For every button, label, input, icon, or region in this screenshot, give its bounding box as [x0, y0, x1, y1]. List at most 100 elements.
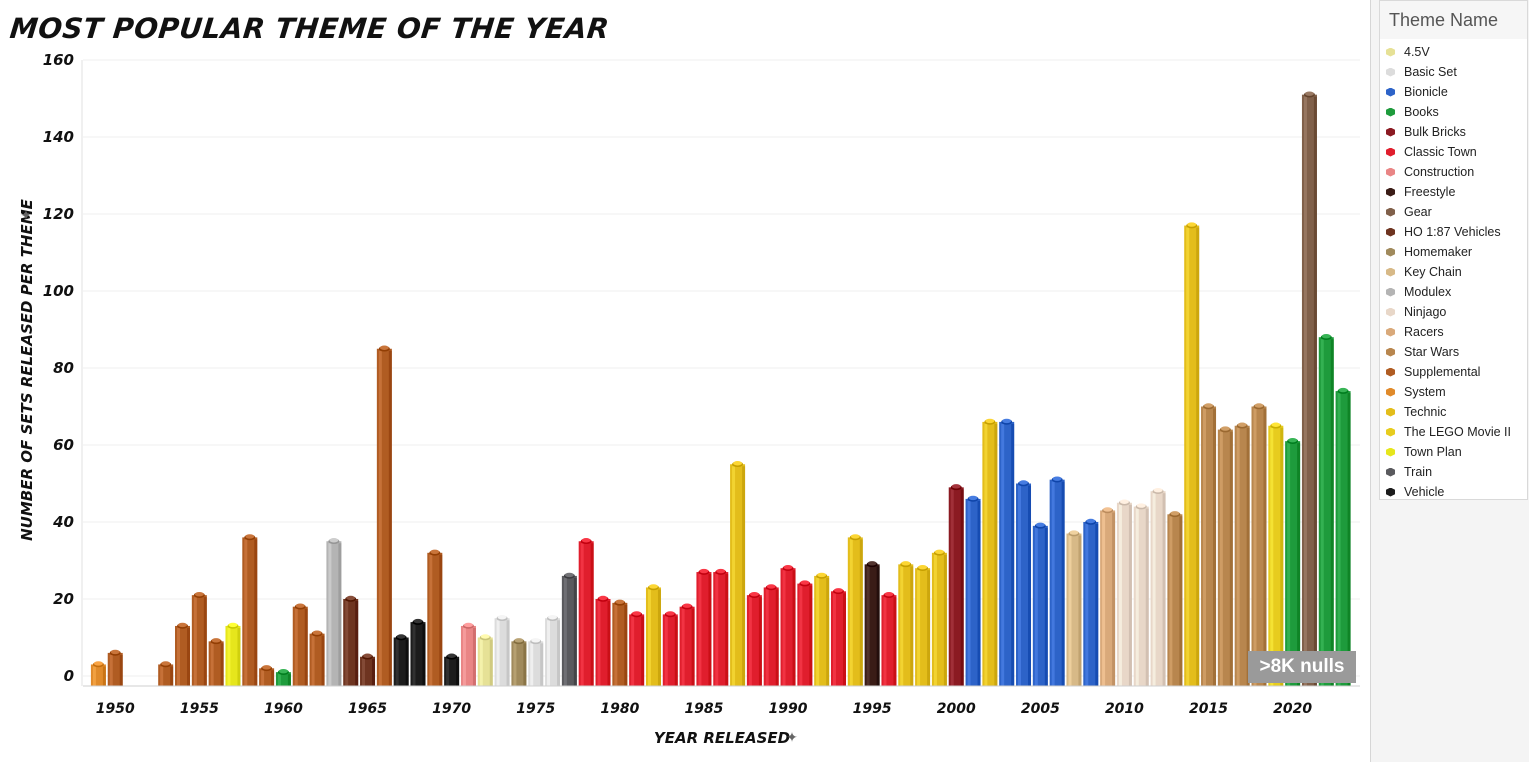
legend-item[interactable]: Ninjago [1380, 302, 1527, 322]
legend-item[interactable]: Key Chain [1380, 262, 1527, 282]
legend-item[interactable]: Train [1380, 462, 1527, 482]
bar-2018[interactable] [1251, 403, 1267, 686]
legend-item[interactable]: Vehicle [1380, 482, 1527, 502]
bar-1991[interactable] [797, 580, 813, 686]
bar-1981[interactable] [629, 611, 645, 686]
legend-item[interactable]: Racers [1380, 322, 1527, 342]
legend-item[interactable]: Technic [1380, 402, 1527, 422]
bar-2015[interactable] [1201, 403, 1217, 686]
legend-item[interactable]: Modulex [1380, 282, 1527, 302]
bar-2013[interactable] [1167, 511, 1183, 686]
legend-item[interactable]: Gear [1380, 202, 1527, 222]
bar-1974[interactable] [511, 638, 527, 686]
y-axis-pin-icon[interactable]: ✦ [20, 208, 32, 224]
bar-1962[interactable] [309, 630, 325, 686]
bar-1963[interactable] [326, 538, 342, 686]
bar-1956[interactable] [208, 638, 224, 686]
bar-1972[interactable] [477, 634, 493, 686]
bar-2019[interactable] [1268, 422, 1284, 686]
bar-1964[interactable] [343, 595, 359, 686]
bar-1959[interactable] [259, 665, 275, 686]
legend-item[interactable]: HO 1:87 Vehicles [1380, 222, 1527, 242]
bar-2022[interactable] [1318, 334, 1334, 686]
bar-1984[interactable] [679, 603, 695, 687]
bar-1953[interactable] [158, 661, 174, 686]
bar-2012[interactable] [1150, 488, 1166, 686]
nulls-indicator-badge[interactable]: >8K nulls [1248, 651, 1356, 683]
bar-1994[interactable] [847, 534, 863, 686]
legend-item[interactable]: Books [1380, 102, 1527, 122]
legend-item-label: Star Wars [1404, 345, 1460, 359]
bar-1968[interactable] [410, 618, 426, 686]
legend-item[interactable]: Construction [1380, 162, 1527, 182]
bar-1954[interactable] [175, 622, 191, 686]
bar-1971[interactable] [460, 622, 476, 686]
bar-2004[interactable] [1016, 480, 1032, 686]
bar-1986[interactable] [713, 568, 729, 686]
bar-2020[interactable] [1285, 437, 1301, 686]
bar-1958[interactable] [242, 534, 258, 686]
bar-1949[interactable] [90, 661, 106, 686]
bar-1955[interactable] [191, 591, 207, 686]
bar-1982[interactable] [645, 584, 661, 686]
bar-1950[interactable] [107, 649, 123, 686]
bar-1978[interactable] [578, 538, 594, 686]
bar-2023[interactable] [1335, 387, 1351, 686]
legend-item[interactable]: Homemaker [1380, 242, 1527, 262]
bar-1988[interactable] [746, 591, 762, 686]
bar-2021[interactable] [1301, 91, 1317, 686]
legend-item[interactable]: Town Plan [1380, 442, 1527, 462]
x-axis-pin-icon[interactable]: ✦ [786, 730, 798, 746]
bar-1995[interactable] [864, 561, 880, 686]
legend-item[interactable]: Star Wars [1380, 342, 1527, 362]
bar-1996[interactable] [881, 591, 897, 686]
legend-item[interactable]: The LEGO Movie II [1380, 422, 1527, 442]
bar-1990[interactable] [780, 565, 796, 686]
bar-1957[interactable] [225, 622, 241, 686]
legend-item[interactable]: System [1380, 382, 1527, 402]
legend-item[interactable]: Classic Town [1380, 142, 1527, 162]
legend-item[interactable]: Basic Set [1380, 62, 1527, 82]
bar-1976[interactable] [545, 615, 561, 686]
bar-2017[interactable] [1234, 422, 1250, 686]
legend-item[interactable]: Freestyle [1380, 182, 1527, 202]
legend-item[interactable]: 4.5V [1380, 42, 1527, 62]
bar-1997[interactable] [898, 561, 914, 686]
bar-2000[interactable] [948, 484, 964, 686]
bar-2014[interactable] [1184, 222, 1200, 687]
bar-1970[interactable] [444, 653, 460, 686]
bar-2003[interactable] [999, 418, 1015, 686]
bar-1961[interactable] [292, 603, 308, 687]
bar-1992[interactable] [814, 572, 830, 686]
bar-1983[interactable] [662, 611, 678, 686]
bar-2016[interactable] [1217, 426, 1233, 686]
bar-1965[interactable] [360, 653, 376, 686]
legend-item[interactable]: Bionicle [1380, 82, 1527, 102]
bar-2010[interactable] [1116, 499, 1132, 686]
bar-1977[interactable] [561, 572, 577, 686]
bar-2009[interactable] [1100, 507, 1116, 686]
bar-2005[interactable] [1032, 522, 1048, 686]
bar-2008[interactable] [1083, 518, 1099, 686]
bar-1993[interactable] [830, 588, 846, 686]
bar-2002[interactable] [982, 418, 998, 686]
bar-1998[interactable] [915, 565, 931, 686]
bar-1966[interactable] [376, 345, 392, 686]
bar-2001[interactable] [965, 495, 981, 686]
bar-1969[interactable] [427, 549, 443, 686]
legend-item[interactable]: Supplemental [1380, 362, 1527, 382]
legend-item[interactable]: Bulk Bricks [1380, 122, 1527, 142]
bar-2007[interactable] [1066, 530, 1082, 686]
bar-2011[interactable] [1133, 503, 1149, 686]
bar-1989[interactable] [763, 584, 779, 686]
bar-1979[interactable] [595, 595, 611, 686]
bar-2006[interactable] [1049, 476, 1065, 686]
bar-1967[interactable] [393, 634, 409, 686]
bar-1975[interactable] [528, 638, 544, 686]
bar-1987[interactable] [730, 461, 746, 686]
bar-1960[interactable] [275, 668, 291, 686]
bar-1973[interactable] [494, 615, 510, 686]
bar-1980[interactable] [612, 599, 628, 686]
bar-1999[interactable] [931, 549, 947, 686]
bar-1985[interactable] [696, 568, 712, 686]
